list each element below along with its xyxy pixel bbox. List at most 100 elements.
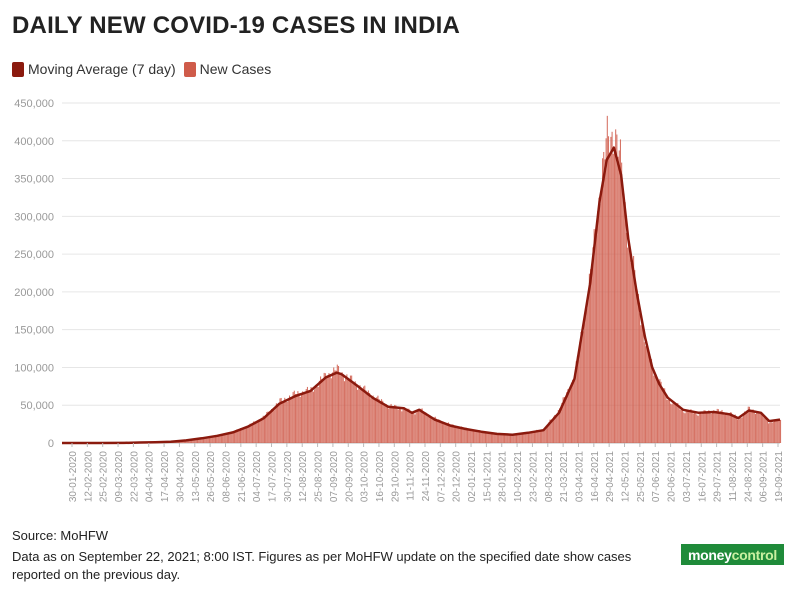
x-tick-label: 12-08-2020	[298, 451, 309, 503]
new-cases-bar	[691, 410, 693, 443]
new-cases-bar	[736, 419, 739, 443]
new-cases-bar	[321, 378, 323, 443]
new-cases-bar	[690, 409, 692, 443]
new-cases-bar	[371, 397, 373, 443]
new-cases-bar	[511, 435, 513, 443]
new-cases-bar	[444, 422, 446, 443]
new-cases-bar	[354, 381, 356, 443]
new-cases-bar	[727, 414, 729, 443]
new-cases-bar	[752, 409, 754, 443]
legend-swatch-moving-average	[12, 61, 24, 77]
new-cases-bar	[533, 431, 535, 443]
new-cases-bar	[484, 433, 486, 443]
new-cases-bar	[739, 417, 741, 443]
legend-item-new-cases[interactable]: New Cases	[183, 61, 271, 77]
new-cases-bar	[693, 412, 696, 443]
new-cases-bar	[217, 435, 219, 443]
x-tick-label: 23-02-2021	[528, 451, 539, 503]
x-tick-label: 02-01-2021	[467, 451, 478, 503]
new-cases-bar	[661, 387, 663, 443]
new-cases-bar	[707, 411, 709, 443]
new-cases-bar	[426, 413, 428, 443]
new-cases-bar	[447, 422, 449, 443]
new-cases-bar	[395, 405, 397, 443]
new-cases-bar	[205, 437, 207, 443]
new-cases-bar	[453, 426, 455, 443]
new-cases-bar	[309, 390, 311, 443]
new-cases-bar	[570, 382, 573, 443]
x-tick-label: 29-04-2021	[605, 451, 616, 503]
new-cases-bar	[536, 429, 538, 443]
new-cases-bar	[604, 159, 606, 444]
x-tick-label: 16-07-2021	[697, 451, 708, 503]
new-cases-bar	[468, 429, 470, 443]
new-cases-bar	[458, 428, 460, 443]
new-cases-bar	[199, 438, 201, 443]
new-cases-bar	[585, 307, 587, 443]
new-cases-bar	[600, 191, 602, 443]
new-cases-bar	[202, 438, 205, 443]
new-cases-bar	[763, 417, 765, 443]
new-cases-bar	[637, 293, 639, 443]
legend-item-moving-average[interactable]: Moving Average (7 day)	[12, 61, 176, 77]
new-cases-bar	[610, 136, 612, 443]
new-cases-bar	[366, 392, 368, 443]
source-text: Source: MoHFW	[12, 528, 109, 543]
new-cases-bar	[245, 427, 248, 443]
x-tick-label: 17-04-2020	[160, 451, 171, 503]
new-cases-bar	[774, 419, 776, 443]
new-cases-bar	[452, 424, 454, 443]
new-cases-bar	[673, 401, 675, 443]
new-cases-bar	[385, 404, 387, 443]
new-cases-bar	[588, 273, 590, 443]
new-cases-bar	[201, 438, 203, 443]
new-cases-bar	[628, 241, 630, 443]
new-cases-bar	[418, 410, 420, 443]
new-cases-bar	[776, 420, 778, 443]
new-cases-bar	[312, 391, 314, 443]
new-cases-bar	[214, 436, 216, 443]
new-cases-bar	[274, 406, 276, 443]
new-cases-bar	[358, 388, 360, 443]
new-cases-bar	[768, 423, 770, 443]
new-cases-bar	[433, 417, 435, 443]
x-tick-label: 29-10-2020	[390, 451, 401, 503]
new-cases-bar	[367, 390, 369, 443]
new-cases-bar	[550, 419, 552, 443]
new-cases-bar	[709, 412, 711, 443]
x-tick-label: 15-01-2021	[482, 451, 493, 503]
new-cases-bar	[494, 433, 496, 443]
new-cases-bar	[592, 247, 594, 443]
new-cases-bar	[188, 440, 190, 443]
x-tick-label: 04-04-2020	[145, 451, 156, 503]
new-cases-bar	[189, 439, 191, 443]
new-cases-bar	[451, 424, 453, 443]
new-cases-bar	[757, 411, 759, 443]
new-cases-bar	[303, 393, 305, 443]
new-cases-bar	[750, 410, 752, 443]
new-cases-bar	[493, 433, 495, 443]
logo-part-money: money	[688, 546, 732, 563]
x-tick-label: 13-05-2020	[191, 451, 202, 503]
new-cases-bar	[710, 413, 712, 443]
y-tick-label: 250,000	[14, 249, 54, 261]
legend: Moving Average (7 day) New Cases	[12, 61, 279, 77]
x-tick-label: 08-03-2021	[544, 451, 555, 503]
new-cases-bar	[223, 433, 225, 443]
x-tick-label: 16-04-2021	[590, 451, 601, 503]
new-cases-bar	[259, 420, 261, 443]
new-cases-bar	[716, 408, 718, 443]
new-cases-bar	[275, 403, 277, 443]
new-cases-bar	[261, 417, 263, 443]
new-cases-bar	[684, 413, 686, 443]
new-cases-bar	[713, 410, 715, 443]
new-cases-bar	[766, 421, 768, 443]
new-cases-bar	[729, 412, 731, 443]
new-cases-bar	[526, 432, 528, 443]
new-cases-bar	[696, 414, 698, 443]
new-cases-bar	[573, 380, 575, 443]
new-cases-bar	[561, 402, 563, 443]
new-cases-bar	[244, 426, 246, 443]
new-cases-bar	[323, 372, 325, 443]
new-cases-bar	[662, 388, 664, 443]
